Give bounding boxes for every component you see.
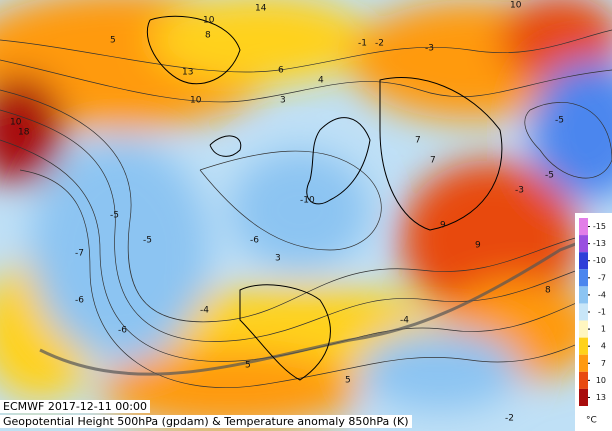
map-label: -10: [300, 196, 315, 206]
map-label: 9: [440, 221, 446, 231]
map-label: 10: [10, 118, 22, 128]
map-label: -5: [110, 211, 119, 221]
map-label: 9: [475, 241, 481, 251]
legend-swatch: [579, 371, 588, 389]
legend-unit: °C: [586, 416, 597, 426]
map-label: -6: [118, 326, 127, 336]
legend-swatch: [579, 269, 588, 287]
legend-tick-label: -1: [598, 308, 606, 317]
map-label: 10: [510, 1, 522, 11]
legend-tick-label: 1: [601, 325, 606, 334]
map-label: -3: [515, 186, 524, 196]
legend-swatch: [579, 337, 588, 355]
map-label: 10: [190, 96, 202, 106]
legend-swatch: [579, 303, 588, 321]
legend-swatch: [579, 320, 588, 338]
legend-tick-label: 13: [596, 393, 606, 402]
map-label: -5: [555, 116, 564, 126]
map-label: -6: [250, 236, 259, 246]
map-label: -5: [545, 171, 554, 181]
map-label: 8: [545, 286, 551, 296]
map-label: 10: [203, 16, 215, 26]
legend-swatch: [579, 354, 588, 372]
map-label: 5: [345, 376, 351, 386]
map-label: -7: [75, 249, 84, 259]
map-label: 5: [245, 361, 251, 371]
legend-tick-label: 7: [601, 359, 606, 368]
contours: [0, 29, 612, 389]
map-label: -4: [200, 306, 209, 316]
legend-tick-label: -7: [598, 273, 606, 282]
contour-labels: 10 14 8 10 13 5 -1 -2 -3 10 6 4 3 -5 -6 …: [10, 1, 564, 424]
legend-swatch: [579, 388, 588, 406]
map-label: -3: [425, 44, 434, 54]
legend-tick-label: 10: [596, 376, 606, 385]
legend-tick-label: -10: [593, 256, 606, 265]
caption-line: ECMWF 2017-12-11 00:00: [0, 400, 150, 413]
legend-swatch: [579, 218, 588, 236]
map-label: 7: [415, 136, 421, 146]
legend-swatch: [579, 286, 588, 304]
map-label: 7: [430, 156, 436, 166]
map-label: 5: [110, 36, 116, 46]
trough-line: [39, 228, 612, 376]
legend: -15 -13 -10 -7 -4 -1 1 4 7 10 13: [579, 218, 606, 406]
map-label: 4: [318, 76, 324, 86]
map-label: 3: [280, 96, 286, 106]
legend-swatch: [579, 252, 588, 270]
map-label: -4: [400, 316, 409, 326]
legend-tick-label: -4: [598, 290, 606, 299]
legend-tick-label: 4: [601, 342, 606, 351]
map-label: -5: [143, 236, 152, 246]
map-label: 18: [18, 128, 30, 138]
map-label: 14: [255, 4, 267, 14]
map-label: 3: [275, 254, 281, 264]
map-label: 8: [205, 31, 211, 41]
map-label: -2: [375, 39, 384, 49]
legend-tick-label: -15: [593, 222, 606, 231]
map-label: -2: [505, 414, 514, 424]
coastlines: [146, 15, 503, 381]
map-label: 13: [182, 68, 193, 78]
map-label: -6: [75, 296, 84, 306]
legend-tick-label: -13: [593, 239, 606, 248]
map-label: 6: [278, 66, 284, 76]
legend-swatch: [579, 235, 588, 253]
caption-line: Geopotential Height 500hPa (gpdam) & Tem…: [0, 415, 412, 428]
map-label: -1: [358, 39, 367, 49]
